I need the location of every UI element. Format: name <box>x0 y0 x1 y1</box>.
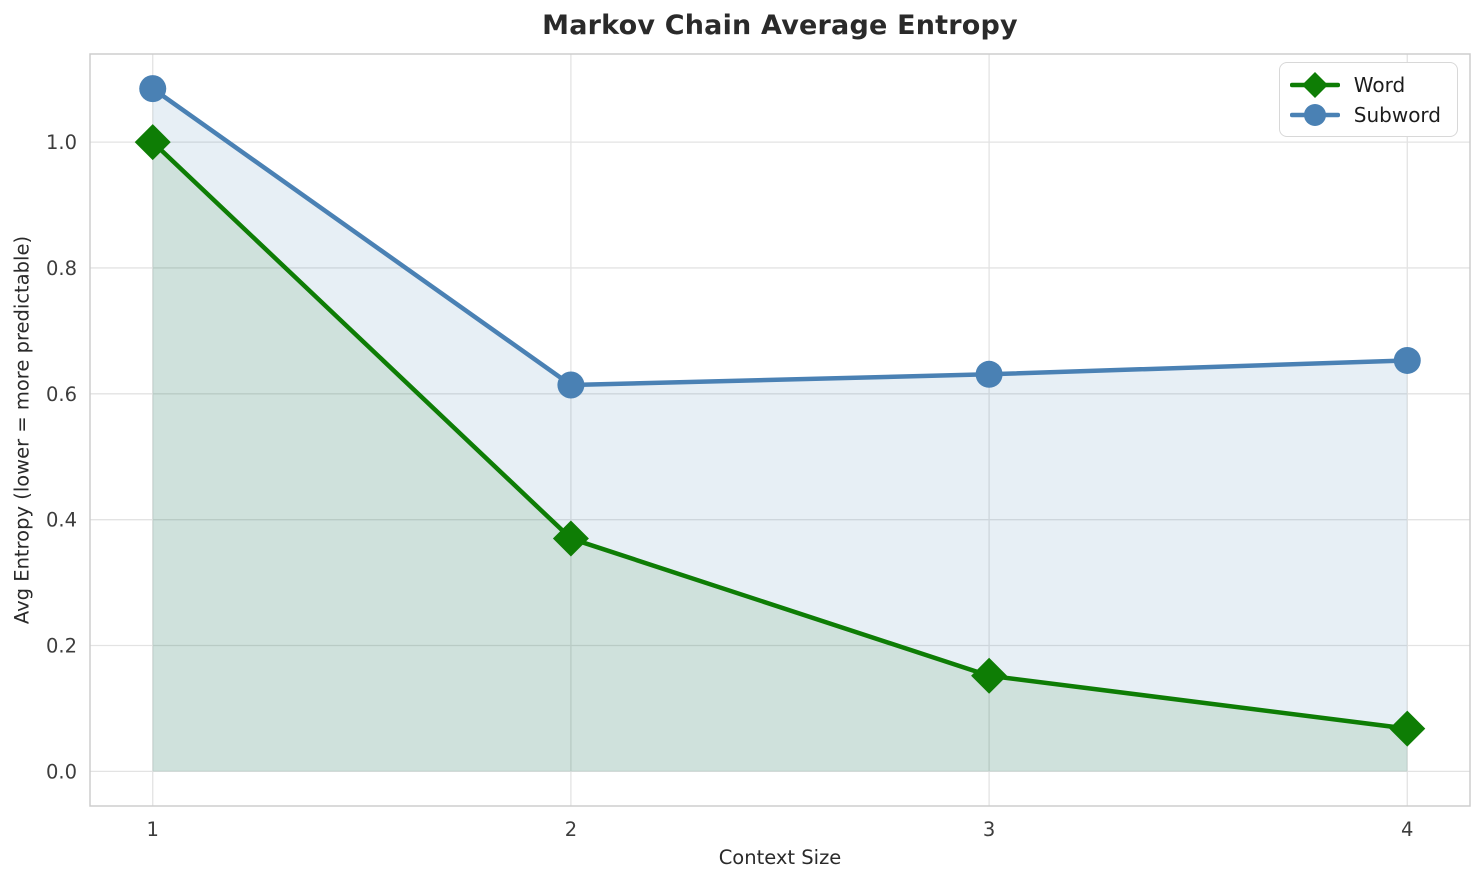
x-tick-label: 4 <box>1401 818 1413 841</box>
subword-area-fill <box>152 88 1408 772</box>
subword-marker <box>139 75 167 103</box>
y-tick-label: 0.0 <box>46 760 77 783</box>
x-tick-label: 2 <box>565 818 577 841</box>
y-tick-label: 1.0 <box>46 131 77 154</box>
y-axis-label: Avg Entropy (lower = more predictable) <box>10 235 34 625</box>
subword-line <box>150 86 1410 388</box>
legend-label: Word <box>1353 72 1406 97</box>
y-tick-label: 0.2 <box>46 635 77 658</box>
subword-marker <box>557 371 585 399</box>
plot-border <box>89 53 1471 807</box>
word-marker <box>1389 710 1426 747</box>
word-area-fill <box>152 142 1408 772</box>
legend: Word Subword <box>1278 62 1458 137</box>
legend-item-word: Word <box>1289 70 1441 99</box>
legend-label: Subword <box>1353 102 1441 127</box>
word-marker <box>552 520 589 557</box>
y-tick-label: 0.8 <box>46 257 77 280</box>
y-tick-label: 0.4 <box>46 509 77 532</box>
legend-diamond-icon <box>1289 71 1340 98</box>
x-tick-label: 3 <box>983 818 995 841</box>
subword-marker <box>1393 346 1421 374</box>
legend-circle-icon <box>1289 103 1340 126</box>
subword-marker <box>975 360 1003 388</box>
x-tick-label: 1 <box>147 818 159 841</box>
y-tick-label: 0.6 <box>46 383 77 406</box>
word-line <box>150 139 1410 731</box>
chart-title: Markov Chain Average Entropy <box>542 10 1018 41</box>
x-axis-label: Context Size <box>718 846 842 869</box>
legend-item-subword: Subword <box>1289 100 1441 129</box>
word-marker <box>971 657 1008 694</box>
word-marker <box>134 124 171 161</box>
